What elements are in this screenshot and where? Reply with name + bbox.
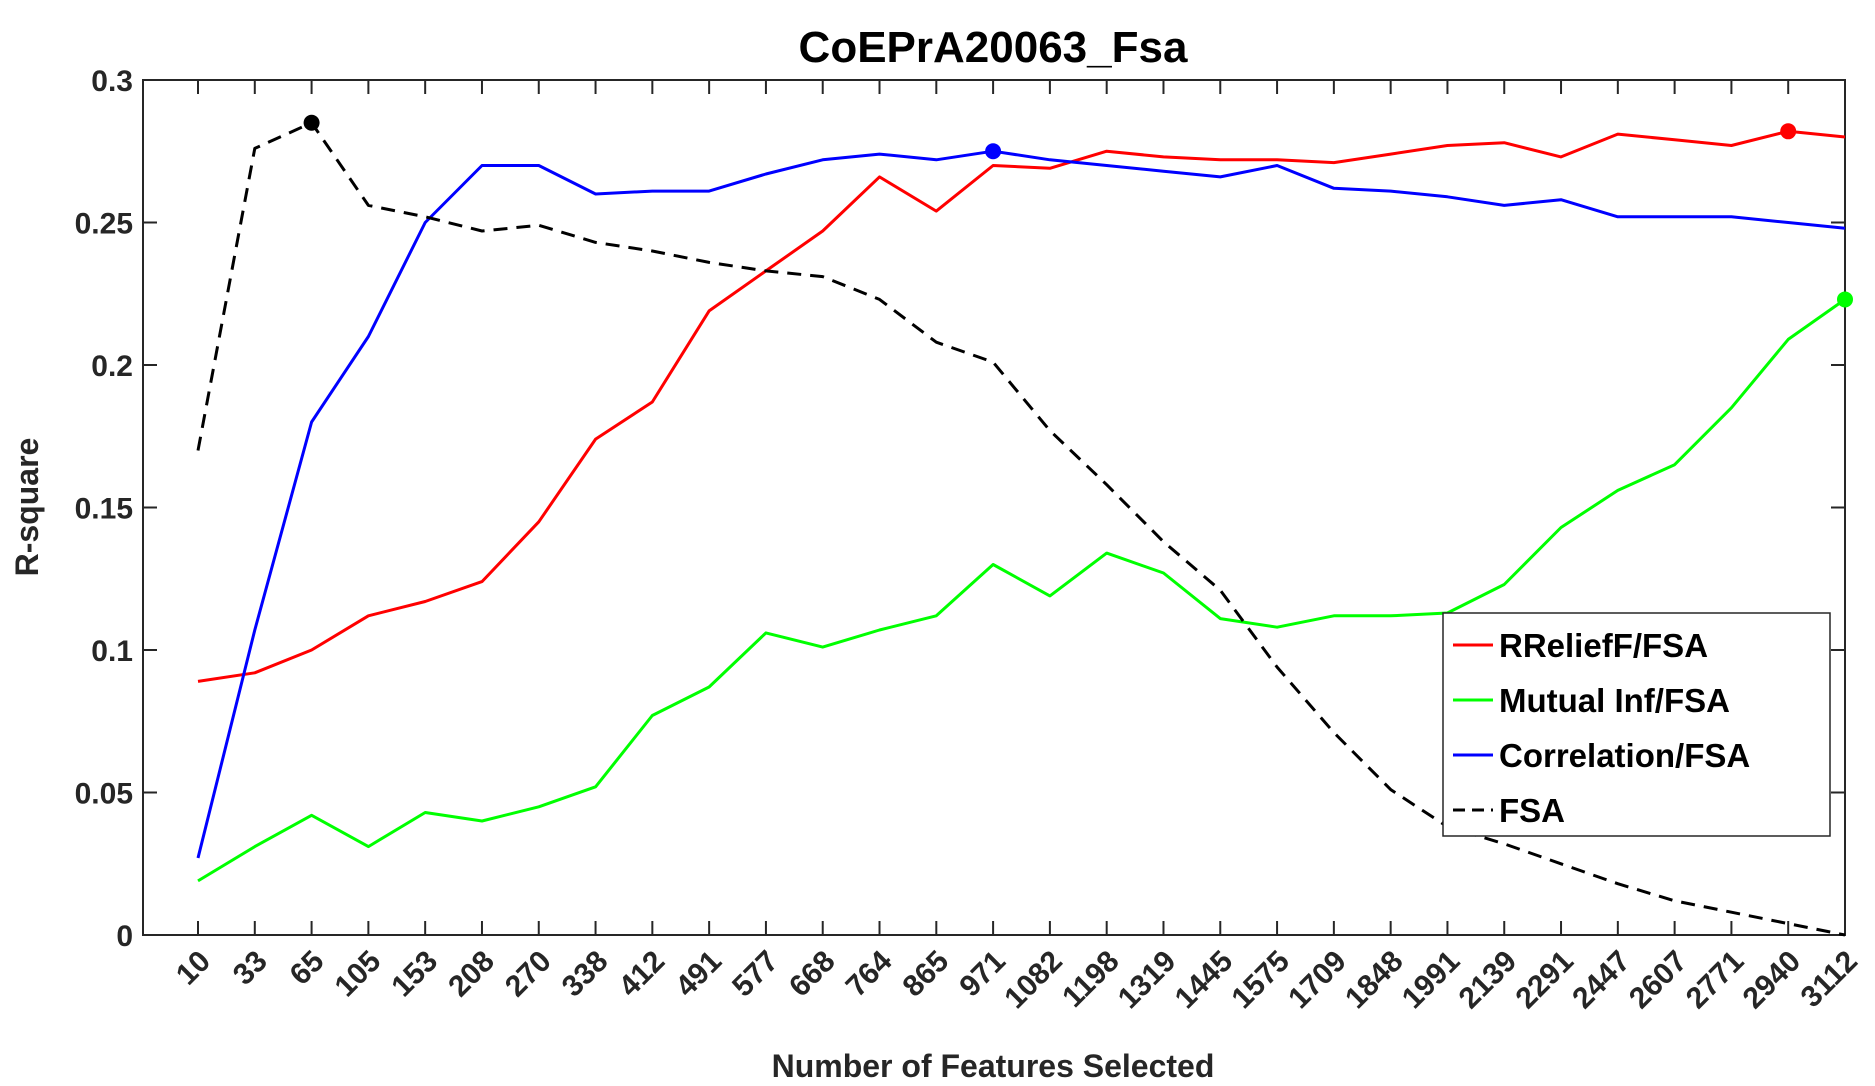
series-max-marker <box>1780 123 1797 140</box>
x-tick-label: 865 <box>897 945 956 1004</box>
x-tick-label: 1848 <box>1339 945 1410 1016</box>
y-tick-label: 0.05 <box>75 778 133 811</box>
legend: RReliefF/FSA Mutual Inf/FSA Correlation/FS… <box>1442 612 1831 837</box>
legend-box <box>1442 612 1831 837</box>
y-tick-label: 0 <box>116 920 133 953</box>
x-tick-label: 412 <box>613 945 672 1004</box>
x-tick-label: 1575 <box>1225 945 1296 1016</box>
x-tick-label: 2940 <box>1737 945 1808 1016</box>
y-tick-label: 0.15 <box>75 493 133 526</box>
x-tick-label: 2139 <box>1453 945 1524 1016</box>
series-line <box>196 121 1846 937</box>
series-line <box>197 129 1846 683</box>
x-tick-label: 2447 <box>1566 945 1637 1016</box>
y-tick-label: 0.3 <box>91 65 133 98</box>
markers-layer <box>303 114 1853 308</box>
series-layer <box>196 121 1846 937</box>
x-tick-label: 33 <box>227 945 274 992</box>
x-tick-label: 577 <box>726 945 785 1004</box>
x-tick-label: 105 <box>329 945 388 1004</box>
series-max-marker <box>985 143 1002 160</box>
x-tick-label: 1198 <box>1056 945 1125 1014</box>
chart-title: CoEPrA20063_Fsa <box>799 23 1188 72</box>
series-max-marker <box>1837 291 1853 308</box>
x-tick-label: 10 <box>170 945 217 992</box>
y-tick-label: 0.25 <box>75 208 133 241</box>
x-tick-label: 3112 <box>1795 945 1864 1014</box>
series-line <box>196 149 1846 859</box>
x-tick-label: 2771 <box>1680 945 1751 1016</box>
x-tick-label: 1991 <box>1396 945 1467 1016</box>
x-tick-label: 153 <box>385 945 444 1004</box>
x-axis-label: Number of Features Selected <box>772 1048 1215 1084</box>
x-tick-label: 1709 <box>1282 945 1353 1016</box>
y-tick-label: 0.2 <box>91 350 133 383</box>
x-tick-label: 491 <box>669 945 728 1004</box>
x-tick-label: 338 <box>556 945 615 1004</box>
x-tick-label: 1445 <box>1169 945 1240 1016</box>
series-line <box>197 298 1846 883</box>
x-axis-ticks: 10 33 651051532082703384124915776687648659… <box>170 80 1864 1015</box>
x-tick-label: 1319 <box>1112 945 1183 1016</box>
legend-label: Correlation/FSA <box>1499 737 1750 774</box>
legend-label: Mutual Inf/FSA <box>1499 682 1730 719</box>
y-axis-label: R-square <box>9 438 45 577</box>
x-tick-label: 65 <box>284 945 331 992</box>
y-axis-ticks: 0 0.05 0.1 0.15 0.2 0.25 0.3 <box>75 65 1845 953</box>
legend-label: FSA <box>1499 792 1565 829</box>
x-tick-label: 2291 <box>1509 945 1580 1016</box>
legend-label: RReliefF/FSA <box>1499 627 1708 664</box>
x-tick-label: 208 <box>442 945 501 1004</box>
y-tick-label: 0.1 <box>91 635 133 668</box>
x-tick-label: 1082 <box>998 945 1069 1016</box>
x-tick-label: 270 <box>499 945 558 1004</box>
x-tick-label: 668 <box>783 945 842 1004</box>
x-tick-label: 2607 <box>1623 945 1694 1016</box>
series-max-marker <box>303 114 320 131</box>
x-tick-label: 764 <box>840 944 899 1003</box>
